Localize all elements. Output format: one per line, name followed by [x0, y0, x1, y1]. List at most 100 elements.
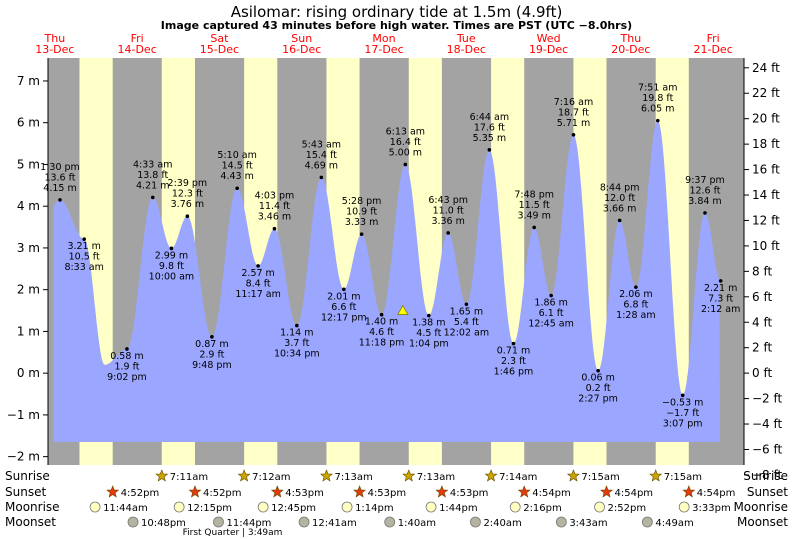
- sunrise-time: 7:15am: [664, 472, 702, 483]
- left-tick-label: 3 m: [17, 241, 40, 255]
- right-tick-label: 22 ft: [752, 86, 780, 100]
- tide-point: [379, 312, 384, 317]
- tide-label: 5:43 am: [302, 139, 341, 150]
- right-tick-label: 14 ft: [752, 188, 780, 202]
- current-tide-marker: [397, 304, 409, 315]
- tide-label: 2.9 ft: [199, 349, 224, 360]
- left-tick-label: 1 m: [17, 324, 40, 338]
- tide-label: 4:03 pm: [255, 191, 295, 202]
- sunrise-star-icon: [402, 469, 416, 482]
- tide-point: [511, 341, 516, 346]
- tide-label: 12.6 ft: [689, 185, 720, 196]
- right-tick-label: 6 ft: [752, 290, 772, 304]
- tide-label: 12.0 ft: [604, 193, 635, 204]
- moonset-time: 11:44pm: [227, 518, 272, 529]
- tide-label: 0.2 ft: [586, 383, 611, 394]
- row-label-right: Moonset: [737, 515, 788, 529]
- tide-label: 5:28 pm: [342, 196, 382, 207]
- tide-point: [549, 293, 553, 298]
- tide-label: 2.3 ft: [501, 356, 526, 367]
- day-name-label: Sun: [291, 32, 312, 45]
- day-date-label: 18-Dec: [447, 43, 486, 56]
- moonrise-moon-icon: [678, 501, 690, 513]
- tide-label: −0.53 m: [662, 397, 703, 408]
- tide-label: 0.87 m: [195, 339, 228, 350]
- sunset-star-icon: [682, 485, 696, 498]
- tide-label: 12:45 am: [528, 319, 573, 330]
- moonset-time: 4:49am: [655, 518, 693, 529]
- sunrise-star-icon: [155, 469, 169, 482]
- moonrise-moon-icon: [341, 501, 353, 513]
- tide-label: 1.9 ft: [114, 361, 139, 372]
- sunrise-star-icon: [566, 469, 580, 482]
- tide-point: [342, 287, 346, 292]
- right-tick-label: −6 ft: [752, 442, 783, 456]
- tide-label: 11.5 ft: [519, 200, 550, 211]
- sunset-star-icon: [188, 485, 202, 498]
- day-date-label: 15-Dec: [200, 43, 239, 56]
- moonrise-moon-icon: [425, 501, 437, 513]
- moonset-moon-icon: [127, 516, 139, 528]
- day-name-label: Wed: [537, 32, 561, 45]
- moonset-time: 10:48pm: [141, 518, 186, 529]
- tide-label: 2.21 m: [704, 283, 737, 294]
- right-tick-label: −4 ft: [752, 417, 783, 431]
- tide-label: 4:33 am: [133, 159, 172, 170]
- tide-label: 12:17 pm: [321, 312, 367, 323]
- tide-point: [703, 211, 707, 215]
- tide-label: 3.7 ft: [284, 338, 309, 349]
- sunrise-star-icon: [484, 469, 498, 482]
- right-tick-label: 18 ft: [752, 137, 780, 151]
- tide-label: 1:46 pm: [494, 367, 534, 378]
- tide-point: [634, 285, 638, 289]
- right-tick-label: 2 ft: [752, 341, 772, 355]
- tide-point: [235, 186, 239, 191]
- tide-label: 4.43 m: [220, 171, 253, 182]
- tide-point: [680, 393, 685, 398]
- tide-label: 2:27 pm: [578, 394, 618, 405]
- tide-label: 1:04 pm: [409, 339, 449, 350]
- tide-point: [617, 218, 622, 223]
- tide-label: 6:44 am: [470, 112, 509, 123]
- tide-point: [718, 279, 723, 283]
- tide-water-area: [53, 120, 720, 442]
- sunset-time: 4:54pm: [615, 488, 654, 499]
- moonrise-time: 12:45pm: [271, 503, 316, 514]
- tide-point: [446, 231, 450, 235]
- tide-label: 6:43 pm: [428, 195, 468, 206]
- left-tick-label: 7 m: [17, 74, 40, 88]
- tide-label: 8:33 am: [64, 262, 103, 273]
- left-tick-label: −1 m: [7, 408, 40, 422]
- tide-label: 3.49 m: [517, 210, 550, 221]
- tide-label: 10.9 ft: [346, 207, 377, 218]
- tide-label: 7:51 am: [638, 83, 677, 94]
- tide-label: 1:30 pm: [40, 162, 80, 173]
- row-label-left: Moonset: [5, 515, 56, 529]
- tide-point: [185, 214, 190, 219]
- moonrise-time: 12:15pm: [187, 503, 232, 514]
- moonset-moon-icon: [470, 516, 481, 528]
- moonset-time: 1:40am: [398, 518, 436, 529]
- tide-label: 12:02 am: [444, 327, 489, 338]
- row-label-right: Sunset: [747, 485, 788, 499]
- sunset-time: 4:54pm: [697, 488, 736, 499]
- day-name-label: Sat: [210, 32, 229, 45]
- tide-label: 2.57 m: [241, 268, 274, 279]
- moonrise-time: 3:33pm: [692, 503, 731, 514]
- tide-label: 1.86 m: [534, 298, 567, 309]
- tide-label: 9:48 pm: [192, 360, 232, 371]
- sunrise-time: 7:14am: [499, 472, 537, 483]
- moonrise-time: 1:44pm: [439, 503, 478, 514]
- tide-point: [272, 226, 277, 231]
- left-tick-label: 4 m: [17, 199, 40, 213]
- row-label-left: Sunrise: [5, 469, 50, 483]
- moonset-time: 2:40am: [483, 518, 521, 529]
- row-label-left: Moonrise: [5, 500, 60, 514]
- moonset-time: 3:43am: [569, 518, 607, 529]
- tide-label: 5.35 m: [473, 133, 506, 144]
- sunrise-time: 7:15am: [581, 472, 619, 483]
- day-date-label: 21-Dec: [694, 43, 733, 56]
- left-tick-label: 2 m: [17, 283, 40, 297]
